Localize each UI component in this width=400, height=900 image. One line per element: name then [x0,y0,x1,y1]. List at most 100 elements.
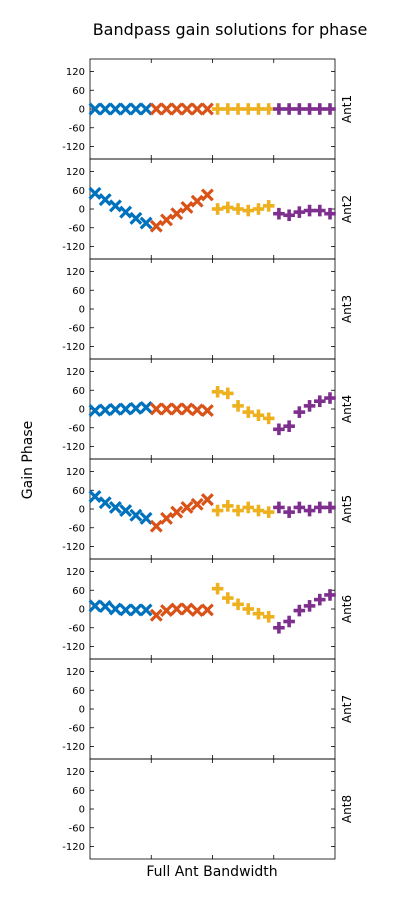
data-point [98,496,112,510]
marker-stroke [180,500,194,514]
marker-stroke [108,500,122,514]
marker-stroke [170,602,184,616]
data-point [242,204,255,217]
panels-group: 120 60 0 -60 -120 Ant1 120 60 0 -60 -120 Ant2 120 60 0… [62,58,354,860]
data-point [200,603,214,617]
data-point [283,103,295,115]
data-point [324,103,336,115]
data-point [324,392,336,404]
data-point [222,387,234,400]
y-tick-label: -120 [62,842,85,853]
data-point [303,600,316,612]
panel-frame [89,758,336,860]
marker-stroke [108,602,122,616]
data-point [324,501,336,514]
data-point [108,102,122,116]
data-point [129,603,143,617]
marker-stroke [108,102,122,116]
data-point [200,404,214,418]
marker-stroke [149,519,163,533]
marker-stroke [149,219,163,233]
data-point [262,200,275,212]
data-point [98,193,112,207]
data-point [313,395,326,407]
marker-stroke [200,493,214,507]
y-tick-label: 60 [72,386,85,397]
marker-stroke [119,603,133,617]
marker-stroke [180,102,194,116]
data-point [139,400,153,414]
data-point [252,409,265,422]
y-tick-label: -60 [69,523,85,534]
data-point [232,103,244,115]
y-tick-label: 60 [72,786,85,797]
marker-stroke [190,102,204,116]
data-point [303,504,316,517]
data-point [283,209,295,222]
marker-stroke [129,211,143,225]
y-tick-label: 120 [66,567,85,578]
y-tick-label: 120 [66,767,85,778]
y-tick-label: 0 [79,405,85,416]
data-point [160,511,173,525]
marker-stroke [200,404,214,418]
data-point [273,621,285,634]
marker-stroke [98,193,112,207]
data-point [108,500,122,514]
data-point [119,603,133,617]
y-tick-label: 0 [79,205,85,216]
y-tick-label: -120 [62,242,85,253]
marker-stroke [200,603,214,617]
marker-stroke [88,404,102,418]
marker-stroke [119,402,133,416]
data-point [180,500,194,514]
antenna-label: Ant5 [340,495,354,523]
data-point [88,186,102,200]
antenna-label: Ant1 [340,95,354,123]
data-point [88,599,102,613]
marker-stroke [108,199,122,213]
y-tick-label: -120 [62,642,85,653]
marker-stroke [139,511,153,525]
data-point [200,188,214,202]
marker-stroke [129,401,143,415]
marker-stroke [190,403,204,417]
data-point [160,402,173,416]
marker-stroke [170,402,184,416]
marker-stroke [149,608,163,622]
data-point [139,511,153,525]
data-point [293,501,306,514]
y-tick-label: 0 [79,605,85,616]
marker-stroke [170,505,184,519]
marker-stroke [129,102,143,116]
data-point [313,593,326,606]
data-point [160,102,173,116]
marker-stroke [129,508,143,522]
antenna-label: Ant7 [340,695,354,723]
y-tick-label: 60 [72,86,85,97]
data-point [324,589,336,601]
data-point [88,404,102,418]
antenna-label: Ant3 [340,295,354,323]
antenna-label: Ant8 [340,795,354,823]
y-tick-label: 60 [72,286,85,297]
marker-stroke [190,497,204,511]
data-point [211,386,224,398]
data-point [129,102,143,116]
data-point [119,504,133,518]
y-tick-label: 120 [66,667,85,678]
marker-stroke [98,102,112,116]
marker-stroke [98,600,112,613]
marker-stroke [170,207,184,221]
data-point [98,600,112,613]
y-tick-label: 0 [79,805,85,816]
data-point [252,103,265,115]
data-point [139,216,153,230]
marker-stroke [149,402,163,416]
y-axis-label: Gain Phase [20,421,36,499]
data-point [190,194,204,208]
data-point [303,204,316,217]
data-point [262,611,275,623]
data-point [211,203,224,215]
y-tick-label: 60 [72,486,85,497]
